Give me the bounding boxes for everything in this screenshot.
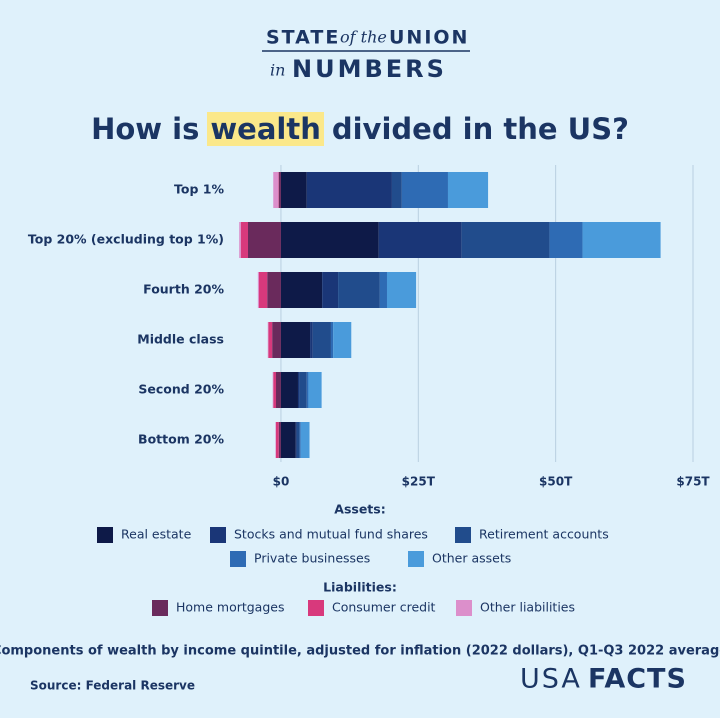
legend-swatch bbox=[308, 600, 324, 616]
x-tick-label: $0 bbox=[273, 475, 290, 489]
legend-label: Home mortgages bbox=[176, 600, 284, 615]
bar-segment bbox=[267, 272, 281, 308]
chart-title: How is wealth divided in the US? bbox=[0, 112, 720, 146]
x-tick-label: $75T bbox=[676, 475, 710, 489]
bar-segment bbox=[391, 172, 402, 208]
legend-swatch bbox=[408, 551, 424, 567]
bar-segment bbox=[247, 222, 281, 258]
bar-segment bbox=[306, 372, 309, 408]
legend-label: Other liabilities bbox=[480, 600, 575, 615]
bar-segment bbox=[386, 272, 417, 308]
bar-segment bbox=[297, 372, 300, 408]
bar-segment bbox=[401, 172, 448, 208]
bar-segment bbox=[310, 322, 313, 358]
legend-label: Consumer credit bbox=[332, 600, 436, 615]
bar-segment bbox=[378, 222, 462, 258]
brand-state: STATE bbox=[266, 27, 340, 49]
legend-title: Liabilities: bbox=[323, 580, 397, 595]
x-tick-label: $50T bbox=[539, 475, 573, 489]
bar-segment bbox=[306, 172, 392, 208]
legend-label: Stocks and mutual fund shares bbox=[234, 527, 428, 542]
legend-swatch bbox=[152, 600, 168, 616]
bar-segment bbox=[280, 222, 379, 258]
category-label: Second 20% bbox=[138, 382, 224, 397]
bar-segment bbox=[582, 222, 661, 258]
caption: Components of wealth by income quintile,… bbox=[0, 644, 720, 659]
title-part: divided in the US? bbox=[331, 112, 629, 146]
category-label: Top 20% (excluding top 1%) bbox=[28, 232, 224, 247]
title-part: How is bbox=[91, 112, 200, 146]
bar-segment bbox=[333, 322, 352, 358]
brand-numbers: NUMBERS bbox=[292, 55, 447, 83]
bar-segment bbox=[276, 372, 281, 408]
bar-segment bbox=[295, 422, 297, 458]
source: Source: Federal Reserve bbox=[30, 679, 195, 693]
bar-segment bbox=[312, 322, 331, 358]
bar-segment bbox=[280, 172, 307, 208]
bar-segment bbox=[330, 322, 334, 358]
bar-segment bbox=[240, 222, 248, 258]
bar-segment bbox=[300, 422, 310, 458]
legend-swatch bbox=[230, 551, 246, 567]
bar-segment bbox=[322, 272, 339, 308]
bar-segment bbox=[276, 422, 279, 458]
legend-label: Other assets bbox=[432, 551, 511, 566]
bar-segment bbox=[338, 272, 380, 308]
category-label: Top 1% bbox=[174, 182, 224, 197]
bar-segment bbox=[280, 272, 323, 308]
legend-label: Retirement accounts bbox=[479, 527, 609, 542]
bar-segment bbox=[272, 322, 281, 358]
logo-usa: USA bbox=[520, 664, 582, 695]
legend-swatch bbox=[455, 527, 471, 543]
brand-of-the: of the bbox=[340, 28, 387, 47]
category-label: Bottom 20% bbox=[138, 432, 224, 447]
bar-segment bbox=[239, 222, 241, 258]
bar-segment bbox=[549, 222, 583, 258]
brand-in: in bbox=[270, 61, 285, 80]
bar-segment bbox=[379, 272, 387, 308]
bar-segment bbox=[273, 172, 279, 208]
bar-segment bbox=[272, 372, 274, 408]
bar-segment bbox=[447, 172, 489, 208]
legend-swatch bbox=[210, 527, 226, 543]
legend-swatch bbox=[97, 527, 113, 543]
bar-segment bbox=[299, 422, 301, 458]
bar-segment bbox=[461, 222, 550, 258]
x-tick-label: $25T bbox=[402, 475, 436, 489]
title-highlight: wealth bbox=[207, 112, 324, 146]
bar-segment bbox=[278, 422, 281, 458]
bar-segment bbox=[267, 322, 269, 358]
bar-segment bbox=[278, 172, 279, 208]
bar-segment bbox=[280, 422, 296, 458]
bar-segment bbox=[257, 272, 259, 308]
bar-segment bbox=[308, 372, 322, 408]
bar-segment bbox=[280, 372, 298, 408]
bar-segment bbox=[273, 372, 277, 408]
bar-segment bbox=[299, 372, 307, 408]
category-label: Fourth 20% bbox=[143, 282, 224, 297]
brand-union: UNION bbox=[389, 27, 469, 49]
bar-segment bbox=[268, 322, 273, 358]
bar-segment bbox=[275, 422, 277, 458]
bar-segment bbox=[258, 272, 268, 308]
legend-label: Private businesses bbox=[254, 551, 370, 566]
logo-facts: FACTS bbox=[588, 664, 687, 695]
bar-segment bbox=[296, 422, 300, 458]
category-label: Middle class bbox=[137, 332, 224, 347]
legend-title: Assets: bbox=[334, 502, 385, 517]
bar-segment bbox=[278, 172, 281, 208]
legend-label: Real estate bbox=[121, 527, 192, 542]
legend-swatch bbox=[456, 600, 472, 616]
bar-segment bbox=[280, 322, 311, 358]
